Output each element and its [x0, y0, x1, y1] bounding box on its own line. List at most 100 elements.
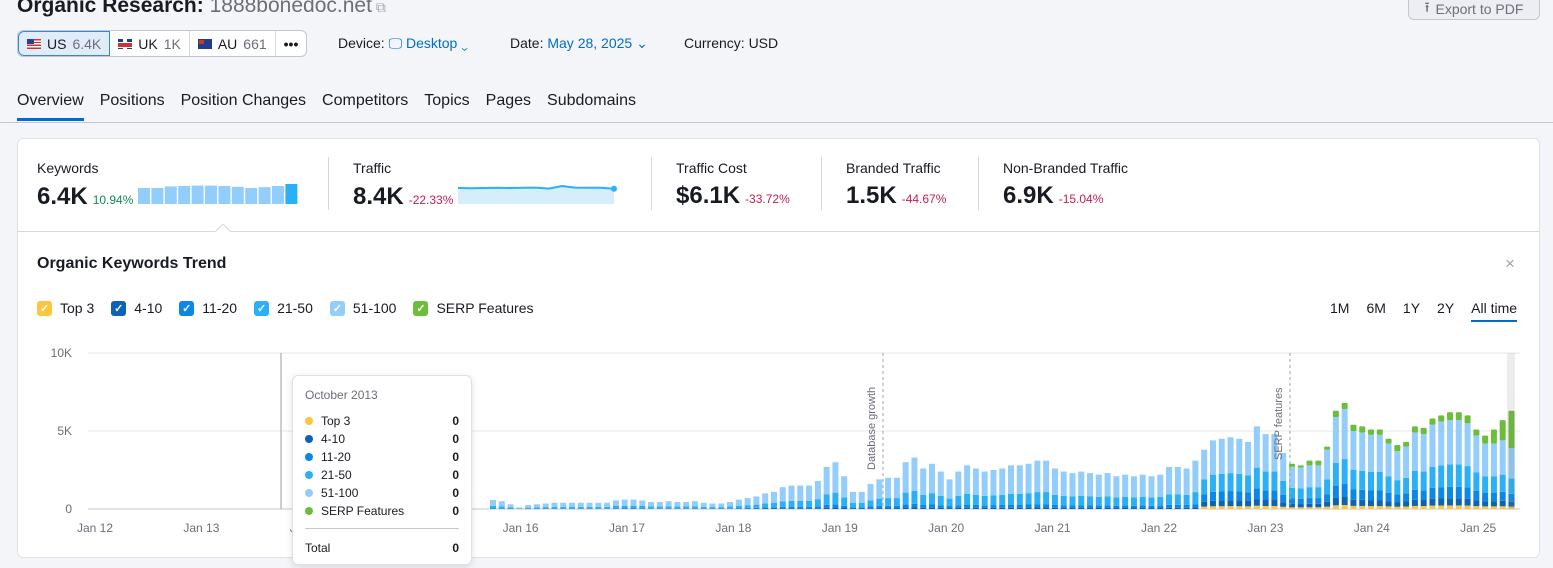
bar-segment-51-100 — [1025, 463, 1032, 494]
bar-segment-21-50 — [1385, 476, 1392, 493]
bar-segment-top3 — [1288, 507, 1295, 509]
metric-label: Non-Branded Traffic — [1003, 160, 1129, 176]
bar-segment-top3 — [1218, 506, 1225, 509]
bar-segment-51-100 — [498, 501, 505, 507]
bar-segment-4-10 — [1183, 507, 1190, 509]
bar-segment-serp — [1455, 412, 1462, 421]
database-uk[interactable]: UK 1K — [110, 31, 190, 56]
bar-segment-51-100 — [867, 484, 874, 501]
close-icon[interactable]: × — [1505, 254, 1515, 273]
annotation-label: SERP features — [1273, 387, 1285, 460]
bar-segment-21-50 — [1043, 492, 1050, 505]
y-tick-label: 0 — [65, 502, 72, 516]
legend-11-20[interactable]: ✓ 11-20 — [179, 300, 237, 316]
bar-segment-21-50 — [788, 500, 795, 507]
bar-segment-11-20 — [1473, 490, 1480, 501]
checkbox-icon[interactable]: ✓ — [37, 300, 52, 316]
range-6m[interactable]: 6M — [1366, 300, 1386, 316]
bar-segment-top3 — [1297, 507, 1304, 509]
bar-segment-11-20 — [823, 504, 830, 508]
date-value: May 28, 2025 — [547, 35, 633, 51]
bar-segment-21-50 — [1148, 497, 1155, 506]
metric-non-branded-traffic[interactable]: Non-Branded Traffic 6.9K -15.04% — [1003, 160, 1128, 210]
bar-segment-51-100 — [1130, 476, 1137, 498]
legend-4-10[interactable]: ✓ 4-10 — [111, 300, 162, 316]
x-tick-label: Jan 16 — [503, 521, 539, 535]
bar-segment-11-20 — [885, 505, 892, 509]
bar-segment-top3 — [1438, 505, 1445, 509]
bar-segment-21-50 — [999, 494, 1006, 505]
tooltip-row: 11-20 0 — [305, 448, 459, 466]
range-all-time[interactable]: All time — [1471, 300, 1518, 322]
bar-segment-21-50 — [1034, 492, 1041, 505]
annotation-label: Database growth — [866, 387, 878, 470]
more-databases-button[interactable]: ••• — [276, 31, 307, 56]
bar-segment-21-50 — [1130, 497, 1137, 506]
checkbox-icon[interactable]: ✓ — [329, 300, 345, 316]
legend-top3[interactable]: ✓ Top 3 — [37, 300, 94, 316]
bar-segment-21-50 — [1271, 471, 1278, 491]
bar-segment-serp — [1350, 424, 1357, 431]
range-2y[interactable]: 2Y — [1437, 300, 1455, 316]
bar-segment-21-50 — [1183, 494, 1190, 505]
legend-serp-features[interactable]: ✓ SERP Features — [413, 300, 533, 316]
sparkline-bar — [178, 186, 191, 204]
device-value: Desktop — [405, 35, 458, 51]
bar-segment-4-10 — [1403, 501, 1410, 507]
bar-segment-21-50 — [490, 505, 496, 509]
bar-segment-11-20 — [964, 504, 971, 508]
bar-segment-11-20 — [1069, 505, 1076, 508]
tab-positions[interactable]: Positions — [99, 92, 165, 109]
checkbox-icon[interactable]: ✓ — [111, 300, 127, 316]
tab-position-changes[interactable]: Position Changes — [180, 92, 307, 109]
tab-pages[interactable]: Pages — [485, 92, 532, 109]
bar-segment-21-50 — [1411, 470, 1418, 490]
bar-segment-21-50 — [604, 506, 611, 509]
metric-branded-traffic[interactable]: Branded Traffic 1.5K -44.67% — [846, 160, 946, 210]
bar-segment-11-20 — [691, 508, 698, 509]
bar-segment-51-100 — [577, 502, 584, 507]
range-1m[interactable]: 1M — [1330, 300, 1350, 316]
bar-segment-21-50 — [1218, 473, 1225, 492]
bar-segment-51-100 — [674, 501, 681, 507]
database-us[interactable]: US 6.4K — [18, 31, 111, 56]
external-link-icon[interactable]: ⧉ — [375, 0, 386, 15]
legend-21-50[interactable]: ✓ 21-50 — [254, 300, 313, 316]
date-selector[interactable]: Date: May 28, 2025 ⌄ — [510, 35, 648, 52]
bar-segment-11-20 — [1508, 493, 1515, 502]
tab-competitors[interactable]: Competitors — [322, 92, 409, 109]
range-1y[interactable]: 1Y — [1402, 300, 1421, 316]
checkbox-icon[interactable]: ✓ — [413, 300, 429, 316]
bar-segment-top3 — [1473, 506, 1480, 509]
bar-segment-4-10 — [1174, 507, 1181, 509]
tab-overview[interactable]: Overview — [17, 92, 84, 121]
device-selector[interactable]: Device: 🖵 Desktop ⌄ — [338, 35, 468, 52]
x-tick-label: Jan 21 — [1035, 521, 1071, 535]
bar-segment-51-100 — [1253, 426, 1260, 468]
bar-segment-11-20 — [990, 505, 997, 508]
bar-segment-51-100 — [1350, 431, 1357, 470]
bar-segment-4-10 — [1043, 507, 1050, 509]
bar-segment-top3 — [1368, 506, 1374, 509]
domain-name[interactable]: 1888bonedoc.net — [209, 0, 372, 17]
bar-segment-21-50 — [814, 499, 821, 507]
metric-keywords[interactable]: Keywords 6.4K 10.94% — [37, 160, 300, 211]
tab-subdomains[interactable]: Subdomains — [547, 92, 636, 109]
metric-traffic-cost[interactable]: Traffic Cost $6.1K -33.72% — [676, 160, 790, 210]
metric-traffic[interactable]: Traffic 8.4K -22.33% — [353, 160, 618, 211]
bar-segment-21-50 — [1025, 493, 1032, 505]
bar-segment-51-100 — [551, 502, 558, 507]
bar-segment-11-20 — [911, 503, 918, 508]
database-au[interactable]: AU 661 — [190, 31, 276, 56]
bar-segment-11-20 — [490, 508, 496, 509]
bar-segment-11-20 — [1385, 492, 1392, 502]
bar-segment-21-50 — [1113, 497, 1120, 506]
checkbox-icon[interactable]: ✓ — [179, 300, 195, 316]
checkbox-icon[interactable]: ✓ — [254, 300, 270, 316]
export-pdf-button[interactable]: ⭱ Export to PDF — [1408, 0, 1540, 20]
bar-segment-serp — [1332, 410, 1339, 417]
bar-segment-51-100 — [727, 501, 734, 507]
tab-topics[interactable]: Topics — [424, 92, 470, 109]
legend-51-100[interactable]: ✓ 51-100 — [329, 300, 396, 316]
